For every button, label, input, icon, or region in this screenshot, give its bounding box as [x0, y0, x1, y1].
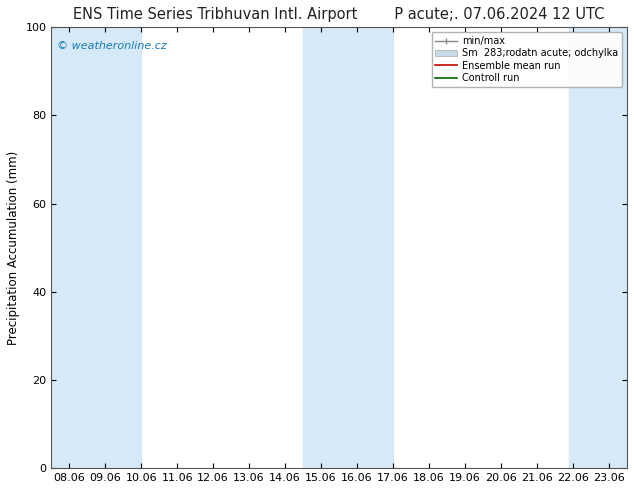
Bar [51, 27, 141, 468]
Text: © weatheronline.cz: © weatheronline.cz [57, 41, 167, 50]
Bar [569, 27, 626, 468]
Y-axis label: Precipitation Accumulation (mm): Precipitation Accumulation (mm) [7, 150, 20, 345]
Bar [303, 27, 393, 468]
Legend: min/max, Sm  283;rodatn acute; odchylka, Ensemble mean run, Controll run: min/max, Sm 283;rodatn acute; odchylka, … [432, 32, 622, 87]
Title: ENS Time Series Tribhuvan Intl. Airport        P acute;. 07.06.2024 12 UTC: ENS Time Series Tribhuvan Intl. Airport … [74, 7, 605, 22]
